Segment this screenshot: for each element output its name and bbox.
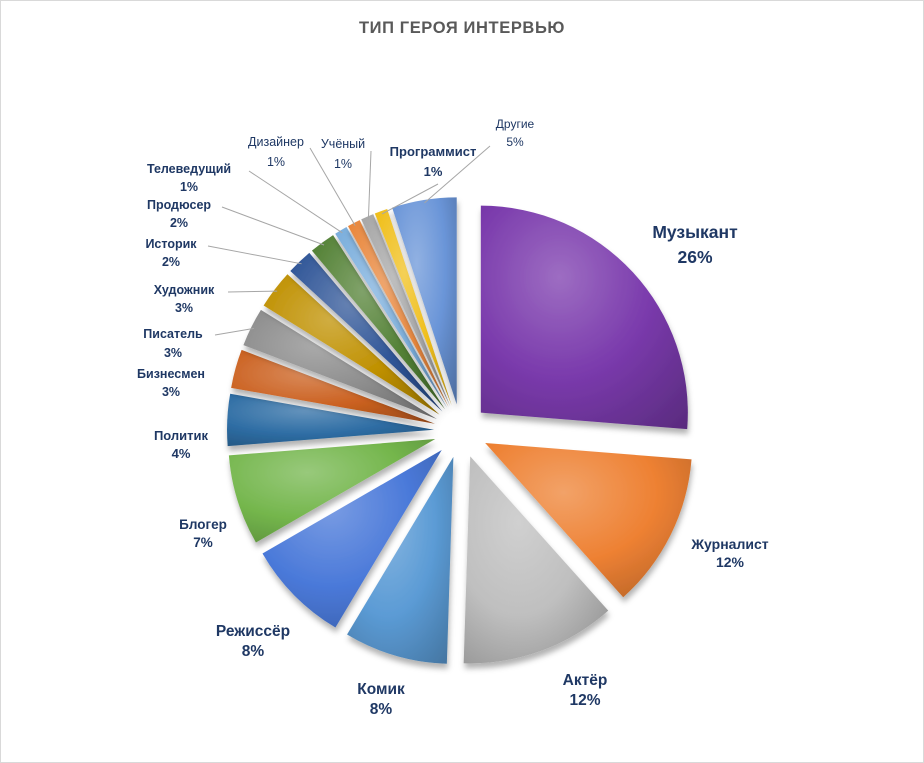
slice-label-percent: 4%	[171, 446, 191, 461]
slice-label-name: Комик	[357, 681, 405, 698]
slice-label-13: Дизайнер 1%	[248, 132, 304, 172]
slice-label-15: Программист 1%	[390, 142, 477, 182]
slice-label-6: Политик 4%	[154, 427, 208, 463]
pie-slice-13[interactable]	[347, 220, 449, 408]
slice-label-name: Историк	[145, 237, 197, 251]
pie-slice-0[interactable]	[480, 205, 688, 430]
pie-slice-2[interactable]	[463, 456, 609, 664]
pie-slice-3[interactable]	[347, 456, 454, 664]
leader-line-12	[248, 170, 343, 234]
slice-label-10: Историк 2%	[145, 235, 196, 271]
pie-slice-14[interactable]	[361, 214, 451, 407]
slice-label-name: Музыкант	[652, 221, 738, 242]
chart-title: ТИП ГЕРОЯ ИНТЕРВЬЮ	[358, 19, 566, 37]
slice-label-percent: 3%	[161, 385, 181, 399]
slice-label-name: Блогер	[179, 517, 227, 532]
slice-label-5: Блогер 7%	[179, 516, 227, 552]
slice-label-name: Политик	[153, 428, 209, 443]
slice-label-percent: 5%	[506, 135, 524, 149]
pie-slice-8[interactable]	[243, 309, 437, 420]
slice-label-percent: 8%	[241, 643, 265, 660]
slice-label-name: Художник	[153, 283, 215, 297]
slice-label-name: Программист	[389, 144, 477, 159]
slice-label-percent: 1%	[179, 180, 199, 194]
slice-label-9: Художник 3%	[154, 281, 215, 317]
slice-label-name: Режиссёр	[215, 623, 291, 640]
slice-label-name: Телеведущий	[146, 162, 232, 176]
slice-label-percent: 8%	[369, 701, 393, 718]
slice-label-12: Телеведущий 1%	[147, 160, 231, 196]
slice-label-percent: 3%	[163, 345, 183, 360]
pie-slice-5[interactable]	[228, 439, 436, 543]
slice-label-percent: 26%	[677, 246, 713, 267]
slice-label-percent: 12%	[569, 692, 601, 709]
slice-label-16: Другие 5%	[496, 115, 534, 151]
leader-line-11	[221, 206, 325, 246]
slice-label-name: Дизайнер	[248, 135, 304, 149]
slice-label-name: Учёный	[320, 137, 366, 151]
slice-label-percent: 2%	[169, 216, 189, 230]
pie-slice-1[interactable]	[485, 442, 692, 598]
slice-label-name: Бизнесмен	[137, 367, 205, 381]
slice-label-name: Актёр	[562, 672, 608, 689]
pie-slice-10[interactable]	[290, 252, 443, 412]
pie-slice-4[interactable]	[262, 449, 442, 628]
slice-label-percent: 1%	[423, 164, 443, 179]
slice-label-0: Музыкант 26%	[652, 220, 737, 270]
leader-line-14	[367, 150, 372, 220]
slice-label-percent: 12%	[715, 554, 745, 570]
pie-slice-16[interactable]	[392, 197, 457, 405]
leader-line-9	[227, 290, 278, 293]
pie-slice-12[interactable]	[335, 226, 448, 408]
slice-label-name: Продюсер	[146, 198, 212, 212]
slice-label-7: Бизнесмен 3%	[137, 365, 205, 401]
pie-slice-11[interactable]	[311, 235, 445, 410]
slice-label-1: Журналист 12%	[691, 535, 768, 571]
slice-label-name: Писатель	[143, 326, 203, 341]
slice-label-14: Учёный 1%	[321, 134, 365, 174]
slice-label-2: Актёр 12%	[563, 671, 608, 711]
slice-label-percent: 1%	[333, 157, 353, 171]
pie-slice-9[interactable]	[263, 274, 440, 415]
pie-slice-6[interactable]	[227, 393, 435, 447]
leader-line-8	[214, 327, 255, 336]
leader-line-16	[424, 145, 491, 204]
slice-label-name: Журналист	[691, 536, 769, 552]
slice-label-name: Другие	[495, 117, 535, 131]
slice-label-4: Режиссёр 8%	[216, 622, 290, 662]
leader-line-15	[381, 183, 439, 215]
slice-label-percent: 3%	[174, 301, 194, 315]
leader-line-10	[207, 245, 302, 265]
slice-label-percent: 1%	[266, 155, 286, 169]
slice-label-8: Писатель 3%	[143, 325, 202, 363]
slice-label-percent: 7%	[193, 535, 213, 550]
slice-label-percent: 2%	[161, 255, 181, 269]
leader-line-13	[309, 147, 356, 226]
pie-slice-7[interactable]	[231, 349, 435, 424]
slice-label-11: Продюсер 2%	[147, 196, 211, 232]
slice-label-3: Комик 8%	[357, 680, 404, 720]
pie-slice-15[interactable]	[374, 208, 452, 406]
